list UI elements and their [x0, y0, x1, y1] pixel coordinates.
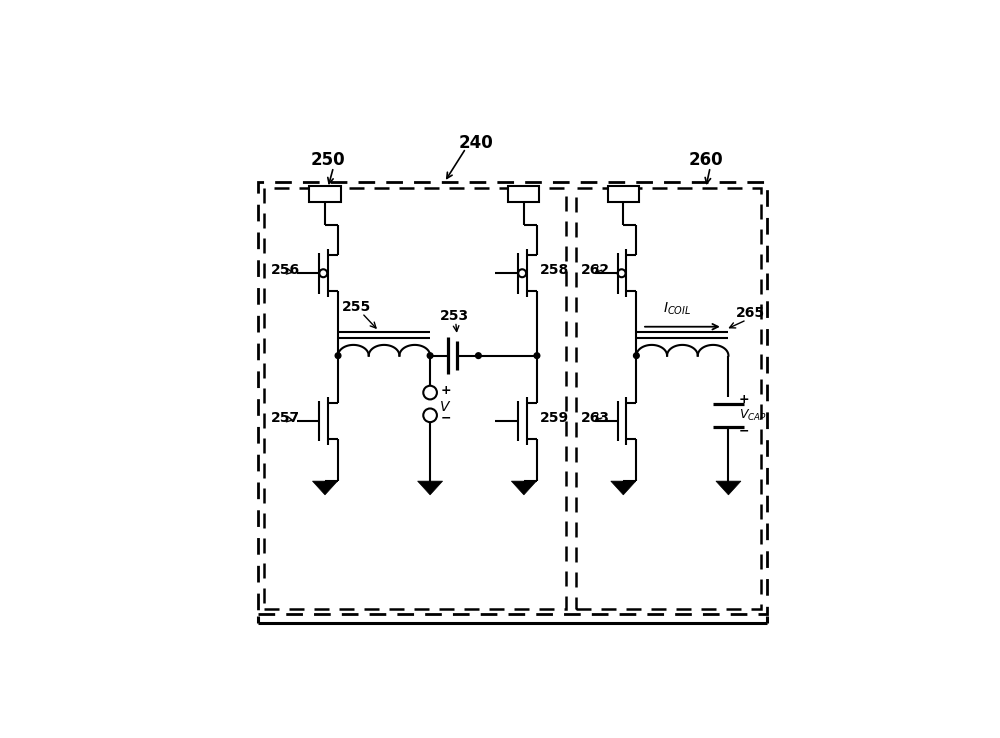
- Text: 259: 259: [540, 411, 569, 425]
- Text: V: V: [440, 400, 450, 414]
- Polygon shape: [716, 481, 741, 495]
- Text: 258: 258: [540, 263, 569, 277]
- Polygon shape: [418, 481, 443, 495]
- Text: −: −: [739, 425, 749, 438]
- Polygon shape: [611, 481, 636, 495]
- Bar: [508, 186, 539, 202]
- Text: 240: 240: [458, 134, 493, 151]
- Circle shape: [534, 353, 540, 359]
- Text: 253: 253: [440, 309, 469, 323]
- Bar: [309, 186, 341, 202]
- Text: $V_{CAP}$: $V_{CAP}$: [739, 408, 767, 423]
- Polygon shape: [312, 481, 337, 495]
- Text: 260: 260: [688, 151, 723, 168]
- Circle shape: [476, 353, 481, 359]
- Text: +: +: [739, 393, 749, 406]
- Text: 255: 255: [342, 300, 371, 314]
- Text: $I_{COIL}$: $I_{COIL}$: [663, 300, 691, 317]
- Text: 262: 262: [581, 263, 610, 277]
- Bar: [608, 186, 639, 202]
- Text: 250: 250: [311, 151, 345, 168]
- Polygon shape: [511, 481, 536, 495]
- Text: 263: 263: [581, 411, 610, 425]
- Text: +: +: [440, 384, 451, 397]
- Circle shape: [634, 353, 639, 359]
- Circle shape: [335, 353, 341, 359]
- Text: −: −: [440, 411, 451, 424]
- Text: 265: 265: [735, 306, 765, 320]
- Text: 256: 256: [271, 263, 300, 277]
- Circle shape: [427, 353, 433, 359]
- Text: 257: 257: [271, 411, 300, 425]
